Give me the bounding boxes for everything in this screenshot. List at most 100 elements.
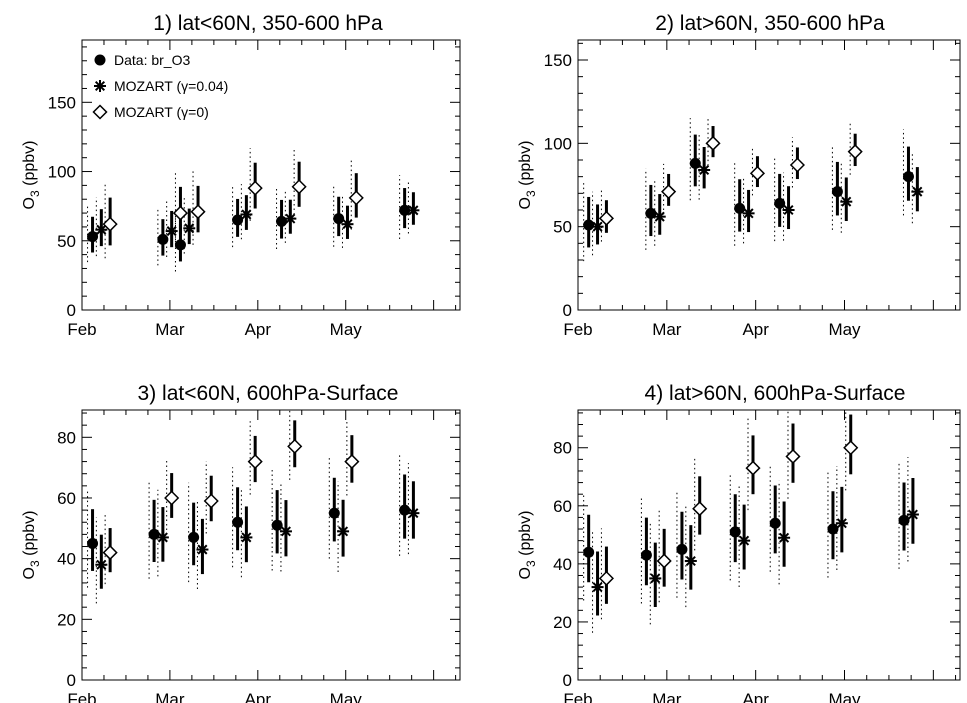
data-point [843, 440, 859, 456]
x-tick-label: Mar [652, 320, 682, 339]
x-tick-label: Feb [67, 690, 96, 703]
data-point [407, 204, 420, 217]
data-point [337, 525, 350, 538]
series-1 [583, 460, 910, 604]
y-tick-label: 40 [57, 550, 76, 569]
data-point [287, 438, 303, 454]
y-axis-label: O3 (ppbv) [517, 511, 538, 580]
data-point [399, 504, 411, 516]
y-tick-label: 150 [48, 93, 76, 112]
data-point [689, 157, 701, 169]
x-tick-label: May [828, 690, 861, 703]
panel-title: 2) lat>60N, 350-600 hPa [655, 12, 885, 35]
panel-3: 3) lat<60N, 600hPa-Surface 0 20 40 60 80 Feb Ma… [21, 382, 461, 703]
data-point [656, 553, 672, 569]
series-2 [591, 133, 924, 256]
y-tick-label: 60 [553, 497, 572, 516]
data-point [157, 233, 169, 245]
x-tick-label: Apr [742, 690, 769, 703]
y-tick-label: 50 [553, 218, 572, 237]
data-point [102, 216, 118, 232]
series-2 [591, 457, 919, 633]
y-tick-label: 80 [57, 428, 76, 447]
data-point [835, 517, 848, 530]
data-point [87, 231, 99, 243]
legend-label: Data: br_O3 [114, 52, 190, 68]
data-point [827, 523, 839, 535]
data-point [240, 531, 253, 544]
series-1 [583, 118, 914, 262]
x-tick-label: May [828, 320, 861, 339]
data-point [911, 185, 924, 198]
y-tick-label: 60 [57, 489, 76, 508]
data-point [271, 519, 283, 531]
y-tick-label: 20 [553, 613, 572, 632]
y-tick-label: 100 [48, 163, 76, 182]
y-tick-label: 0 [563, 301, 572, 320]
y-tick-label: 0 [67, 301, 76, 320]
data-point [344, 454, 360, 470]
legend: Data: br_O3 MOZART (γ=0.04) MOZART (γ=0) [92, 52, 228, 120]
series-2 [95, 181, 420, 257]
series-3 [102, 410, 360, 585]
data-point [645, 207, 657, 219]
data-point [653, 210, 666, 223]
series-3 [598, 116, 863, 242]
data-point [898, 514, 910, 526]
data-point [640, 549, 652, 561]
y-tick-label: 100 [544, 134, 572, 153]
data-point [348, 190, 364, 206]
data-point [591, 581, 604, 594]
data-point [583, 546, 595, 558]
data-point [661, 184, 677, 200]
series-3 [598, 410, 859, 620]
data-point [778, 531, 791, 544]
y-tick-label: 150 [544, 51, 572, 70]
panel-title: 3) lat<60N, 600hPa-Surface [138, 382, 399, 405]
data-point [240, 208, 253, 221]
legend-marker-asterisk [94, 80, 106, 92]
panel-1: 1) lat<60N, 350-600 hPa 0 50 100 150 Feb Mar Ap… [21, 12, 461, 339]
x-tick-label: Feb [563, 690, 592, 703]
data-point [232, 214, 244, 226]
data-point [749, 165, 766, 181]
data-point [328, 507, 340, 519]
data-point [831, 186, 843, 198]
data-point [164, 490, 180, 506]
x-tick-label: Feb [67, 320, 96, 339]
data-point [284, 212, 297, 225]
data-point [407, 507, 420, 520]
data-point [183, 222, 196, 235]
data-point [279, 525, 292, 538]
data-point [190, 204, 206, 220]
y-tick-label: 0 [67, 671, 76, 690]
legend-label: MOZART (γ=0.04) [114, 78, 228, 94]
series-1 [87, 454, 411, 588]
panel-4: 4) lat>60N, 600hPa-Surface 0 20 40 60 80 Feb Ma… [517, 382, 961, 703]
data-point [684, 554, 697, 567]
panel-2: 2) lat>60N, 350-600 hPa 0 50 100 150 Feb Mar Ap… [517, 12, 961, 339]
data-point [165, 225, 178, 238]
x-tick-label: Mar [155, 320, 185, 339]
legend-label: MOZART (γ=0) [114, 104, 209, 120]
legend-marker-circle [94, 54, 106, 66]
y-axis-label: O3 (ppbv) [21, 511, 42, 580]
data-point [598, 570, 614, 586]
y-axis-label: O3 (ppbv) [517, 141, 538, 210]
data-point [906, 508, 919, 521]
data-point [729, 526, 741, 538]
x-tick-label: Mar [155, 690, 185, 703]
data-point [232, 516, 244, 528]
data-point [692, 501, 708, 517]
y-tick-label: 0 [563, 671, 572, 690]
plot-frame [577, 409, 961, 681]
data-point [745, 460, 761, 476]
x-tick-label: May [330, 690, 363, 703]
data-point [291, 179, 307, 195]
x-tick-label: May [330, 320, 363, 339]
data-point [769, 517, 781, 529]
x-tick-label: Feb [563, 320, 592, 339]
plot-frame [81, 39, 461, 311]
y-tick-label: 80 [553, 439, 572, 458]
